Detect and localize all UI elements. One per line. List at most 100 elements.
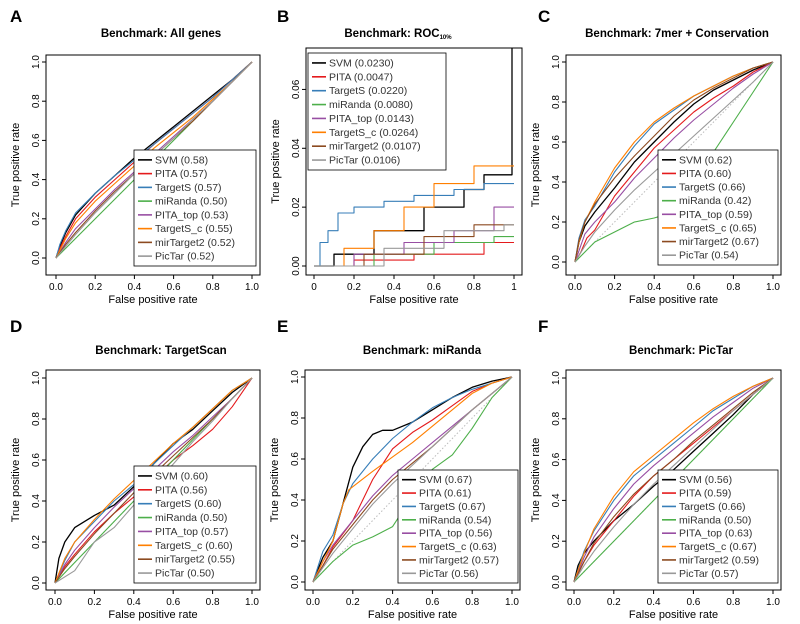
panel-title-main: Benchmark: PicTar [629,345,733,357]
y-tick-label: 0.0 [551,575,562,589]
legend-label: TargetS (0.0220) [329,85,407,97]
legend-box [133,465,257,584]
y-axis-label: True positive rate [269,438,281,523]
panel-c: C Benchmark: 7mer + Conservation 0.0 0.2 0.4… [530,7,782,306]
panel-title-main: Benchmark: All genes [101,28,221,40]
y-tick-label: 0.06 [291,79,302,99]
legend-label: PITA_top (0.56) [419,528,492,540]
legend-label: SVM (0.62) [679,154,732,166]
panel-letter: B [277,7,289,26]
x-tick-label: 0.8 [726,597,740,608]
legend-label: SVM (0.67) [419,474,472,486]
y-tick-label: 0.2 [290,534,301,548]
y-tick-label: 0.6 [290,452,301,466]
panel-e: E Benchmark: miRanda 0.0 0.2 0.4 0.6 0.8 1.0 0.0… [269,317,521,621]
legend-label: PITA (0.61) [419,488,471,500]
legend: SVM (0.58) PITA (0.57) TargetS (0.57) miRan… [133,149,257,267]
legend-label: PITA_top (0.63) [679,528,752,540]
legend-label: SVM (0.56) [679,474,732,486]
panel-letter: E [277,317,288,336]
y-tick-label: 0.2 [551,215,562,229]
series-line-pita-top [573,377,774,583]
x-tick-label: 0.6 [425,597,439,608]
legend-label: TargetS_c (0.67) [679,541,757,553]
legend-box [657,149,779,266]
x-axis-label: False positive rate [108,609,197,621]
x-tick-label: 0.2 [346,597,360,608]
x-tick-label: 0.0 [567,597,581,608]
y-axis-label: True positive rate [530,438,542,523]
legend: SVM (0.67) PITA (0.61)TargetS (0.67)miRan… [397,469,519,584]
x-tick-label: 1.0 [245,282,259,293]
legend-label: PicTar (0.50) [155,568,215,580]
x-tick-label: 0.4 [386,597,400,608]
x-axis-label: False positive rate [629,294,718,306]
diagonal-reference [312,376,513,583]
x-tick-label: 0.4 [387,282,401,293]
y-tick-label: 1.0 [31,55,42,69]
series-line-targets-c [312,376,513,583]
plot-frame [304,369,521,591]
x-tick-label: 0.0 [568,282,582,293]
legend-label: PITA (0.56) [155,484,207,496]
y-tick-label: 0.8 [31,412,42,426]
plot-frame [45,54,261,276]
y-tick-label: 1.0 [551,371,562,385]
panel-title-main: Benchmark: 7mer + Conservation [585,28,769,40]
series-line-targets-c [573,377,774,583]
y-tick-label: 0.04 [291,138,302,158]
legend-label: PITA (0.59) [679,488,731,500]
panel-letter: D [10,317,22,336]
y-tick-label: 0.4 [551,175,562,189]
y-tick-label: 0.8 [31,94,42,108]
y-tick-label: 0.2 [551,534,562,548]
series-line-mirtarget2 [314,224,514,267]
legend-label: PicTar (0.0106) [329,155,400,167]
legend-label: TargetS_c (0.63) [419,541,497,553]
legend-box [657,469,779,584]
legend-label: miRanda (0.50) [679,514,751,526]
y-tick-label: 0.0 [31,576,42,590]
panel-title: Benchmark: miRanda [363,345,482,357]
series-line-targets [314,183,514,267]
legend-label: mirTarget2 (0.52) [155,237,235,249]
panel-title-main: Benchmark: miRanda [363,345,482,357]
x-tick-label: 0.4 [647,597,661,608]
series-line-mirtarget2 [573,377,774,583]
legend-box [307,52,447,171]
panel-title: Benchmark: 7mer + Conservation [585,28,769,40]
legend-label: mirTarget2 (0.0107) [329,141,421,153]
legend-label: TargetS (0.60) [155,498,222,510]
x-axis-label: False positive rate [369,294,458,306]
x-tick-label: 0.6 [167,282,181,293]
x-tick-label: 0.2 [347,282,361,293]
legend-label: miRanda (0.50) [155,196,227,208]
x-tick-label: 0.4 [647,282,661,293]
panel-title-main: Benchmark: ROC [344,28,439,40]
series-line-pita [312,376,513,583]
y-tick-label: 0.4 [551,493,562,507]
plot-frame [305,47,523,276]
panel-title: Benchmark: TargetScan [95,345,226,357]
legend-label: TargetS (0.67) [419,501,486,513]
y-tick-label: 0.8 [551,95,562,109]
y-tick-label: 0.4 [31,494,42,508]
panel-title-subscript: 10% [440,35,453,41]
x-tick-label: 0.6 [427,282,441,293]
x-tick-label: 0.0 [306,597,320,608]
series-line-targets [312,376,513,583]
legend-label: PITA_top (0.57) [155,526,228,538]
panel-a: A Benchmark: All genes 0.0 0.2 0.4 0.6 0.8 1.0 0… [10,7,261,306]
x-axis-label: False positive rate [629,609,718,621]
y-tick-label: 0.0 [551,255,562,269]
legend-label: mirTarget2 (0.55) [155,554,235,566]
x-axis-label: False positive rate [108,294,197,306]
panel-title: Benchmark: ROC10% [344,28,452,41]
x-tick-label: 0.2 [87,597,101,608]
legend-label: mirTarget2 (0.57) [419,554,499,566]
x-tick-label: 0.4 [127,597,141,608]
series-lines [573,377,774,583]
panel-title: Benchmark: PicTar [629,345,733,357]
legend-label: SVM (0.0230) [329,57,394,69]
